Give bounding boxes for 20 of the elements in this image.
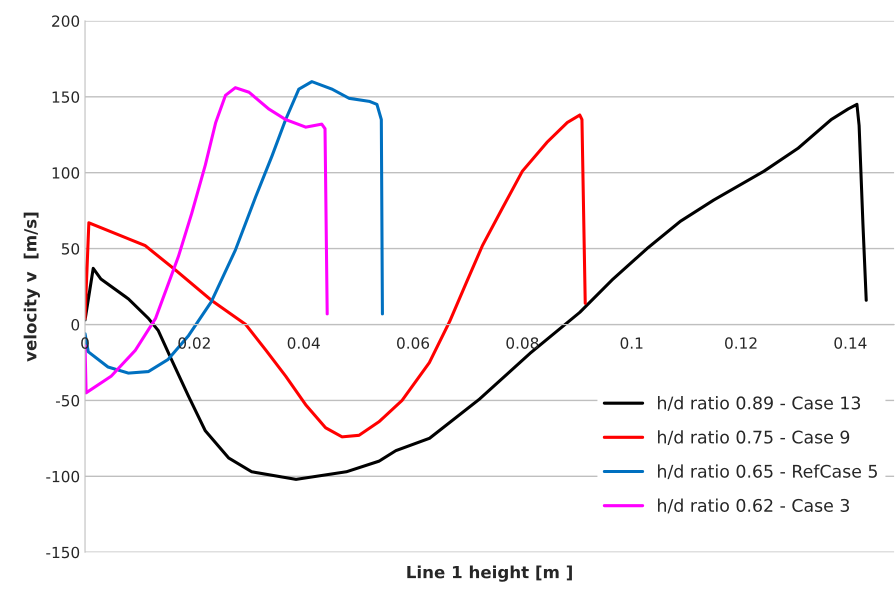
y-tick-label: 200 xyxy=(52,15,80,27)
y-tick-label: -50 xyxy=(56,394,80,406)
legend-label: h/d ratio 0.65 - RefCase 5 xyxy=(658,464,877,480)
y-tick-label: 50 xyxy=(62,243,80,255)
legend-label: h/d ratio 0.62 - Case 3 xyxy=(658,498,850,514)
y-tick-label: -100 xyxy=(46,470,80,482)
x-tick-label: 0.08 xyxy=(506,337,538,349)
x-axis-title: Line 1 height [m ] xyxy=(407,566,572,582)
x-tick-label: 0.06 xyxy=(397,337,430,349)
legend-label: h/d ratio 0.75 - Case 9 xyxy=(658,430,850,446)
y-tick-label: 0 xyxy=(71,318,80,331)
x-tick-label: 0.1 xyxy=(620,337,642,349)
y-tick-label: 150 xyxy=(52,91,80,103)
x-tick-label: 0.14 xyxy=(834,337,867,349)
x-tick-label: 0.04 xyxy=(288,337,320,349)
x-tick-label: 0.12 xyxy=(725,337,757,349)
y-axis-title: velocity v [m/s] xyxy=(24,212,40,362)
legend-label: h/d ratio 0.89 - Case 13 xyxy=(658,396,860,411)
y-tick-label: 100 xyxy=(52,167,80,179)
y-tick-label: -150 xyxy=(46,546,80,558)
